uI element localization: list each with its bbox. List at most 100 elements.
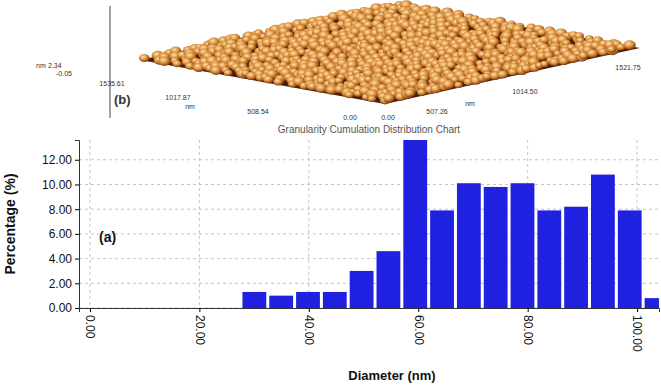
- tick-mark: [75, 308, 79, 309]
- chart-title: Granularity Cumulation Distribution Char…: [278, 124, 461, 135]
- afm-grain: [587, 49, 598, 58]
- tick-mark: [309, 308, 310, 312]
- tick-label: 4.00: [49, 252, 73, 266]
- afm-grain: [368, 96, 377, 102]
- tick-mark: [75, 259, 79, 260]
- figure: nm2.34-0.051535.611017.87nm508.540.000.0…: [0, 0, 661, 385]
- tick-label: 20.00: [193, 315, 207, 345]
- axis-line: [80, 309, 660, 313]
- afm-label: 1014.50: [512, 88, 537, 95]
- annotation: (a): [99, 229, 116, 245]
- bar: [430, 210, 454, 308]
- afm-grain: [263, 76, 273, 84]
- tick: 6.00: [49, 227, 79, 241]
- afm-grain: [607, 46, 616, 53]
- afm-grain: [210, 66, 222, 75]
- grid-line-x: [308, 140, 309, 308]
- tick: 4.00: [49, 252, 79, 266]
- afm-grain: [549, 58, 560, 66]
- afm-grain: [442, 80, 455, 90]
- afm-grain: [334, 77, 343, 84]
- grid-line-x: [89, 140, 90, 308]
- tick-mark: [75, 209, 79, 210]
- afm-grain: [383, 94, 395, 103]
- bar: [511, 183, 535, 308]
- bar: [591, 175, 615, 308]
- axis-line: [75, 141, 80, 309]
- afm-grain: [497, 70, 508, 78]
- tick-mark: [418, 308, 419, 312]
- afm-label: 507.26: [426, 108, 448, 115]
- afm-label: nm: [185, 103, 195, 110]
- tick: 80.00: [521, 308, 535, 345]
- tick-mark: [637, 308, 638, 312]
- tick-label: 6.00: [49, 227, 73, 241]
- tick-label: 2.00: [49, 277, 73, 291]
- afm-label: 0.00: [343, 114, 357, 121]
- y-axis: 0.00 2.00 4.00 6.00 8.00 10.00 12.00: [42, 141, 80, 316]
- tick-label: 0.00: [83, 315, 97, 339]
- afm-grain: [273, 78, 283, 86]
- grid-line-x: [199, 140, 200, 308]
- tick: 100.00: [630, 308, 644, 352]
- afm-surface: [140, 4, 640, 104]
- tick: 20.00: [193, 308, 207, 345]
- afm-grain: [345, 91, 354, 98]
- tick-label: 0.00: [49, 301, 73, 315]
- tick-mark: [75, 283, 79, 284]
- afm-grain: [623, 40, 636, 49]
- afm-label: (b): [114, 92, 131, 107]
- tick: 10.00: [42, 178, 79, 192]
- grid: [79, 140, 659, 308]
- afm-grains: [139, 0, 636, 104]
- bar: [296, 292, 320, 308]
- afm-z-axis: [110, 6, 111, 118]
- tick-mark: [199, 308, 200, 312]
- tick-label: 8.00: [49, 203, 73, 217]
- tick: 12.00: [42, 153, 79, 167]
- afm-grain: [158, 57, 170, 66]
- tick-label: 10.00: [42, 178, 72, 192]
- afm-label: nm: [465, 100, 475, 107]
- tick: 0.00: [83, 308, 97, 339]
- tick-mark: [90, 308, 91, 312]
- afm-grain: [404, 89, 415, 97]
- bar: [403, 140, 427, 308]
- tick-mark: [75, 184, 79, 185]
- afm-grain: [540, 61, 548, 67]
- tick-label: 100.00: [630, 315, 644, 352]
- afm-grain: [224, 70, 233, 77]
- x-axis-title: Diameter (nm): [348, 368, 435, 383]
- afm-grain: [139, 54, 150, 62]
- tick-mark: [75, 160, 79, 161]
- bar: [537, 210, 561, 308]
- afm-label: 1017.87: [165, 94, 190, 101]
- bars: [242, 140, 659, 308]
- grid-line-y: [79, 159, 659, 160]
- y-axis-title: Percentage (%): [2, 173, 18, 274]
- grid-line-y: [79, 184, 659, 185]
- bar: [242, 292, 266, 308]
- afm-label: 1535.61: [99, 80, 124, 87]
- afm-grain: [315, 84, 327, 93]
- afm-grain: [172, 60, 181, 67]
- tick: 60.00: [412, 308, 426, 345]
- bar: [484, 187, 508, 308]
- afm-panel: nm2.34-0.051535.611017.87nm508.540.000.0…: [36, 0, 641, 121]
- afm-label: 508.54: [247, 108, 269, 115]
- tick-label: 80.00: [521, 315, 535, 345]
- afm-label: nm: [36, 62, 46, 69]
- tick-label: 12.00: [42, 153, 72, 167]
- tick-mark: [528, 308, 529, 312]
- tick: 2.00: [49, 277, 79, 291]
- bar: [350, 271, 374, 308]
- bar: [457, 183, 481, 308]
- x-axis: 0.00 20.00 40.00 60.00 80.00 100.00: [80, 308, 660, 352]
- bar: [323, 292, 347, 308]
- tick: 8.00: [49, 203, 79, 217]
- bar: [564, 207, 588, 308]
- tick-label: 60.00: [412, 315, 426, 345]
- afm-label: -0.05: [56, 70, 72, 77]
- tick: 40.00: [302, 308, 316, 345]
- afm-label: 2.34: [48, 62, 62, 69]
